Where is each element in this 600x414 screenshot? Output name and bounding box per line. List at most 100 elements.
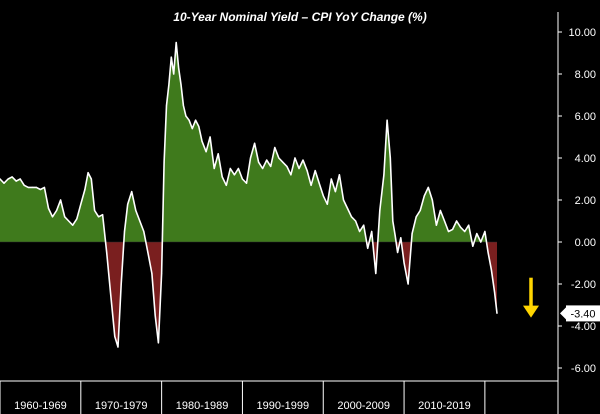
positive-area: [0, 42, 497, 242]
data-point: [439, 209, 441, 212]
y-tick-label: 0.00: [575, 237, 596, 249]
y-tick-label: 4.00: [575, 153, 596, 165]
data-point: [0, 178, 1, 180]
data-point: [114, 335, 116, 338]
data-point: [314, 170, 316, 172]
data-point: [397, 251, 399, 254]
data-point: [90, 178, 92, 180]
data-point: [496, 312, 498, 314]
data-point: [400, 237, 402, 239]
data-point: [472, 245, 474, 247]
data-point: [94, 209, 96, 212]
data-point: [456, 220, 458, 222]
data-point: [386, 119, 388, 121]
data-point: [47, 207, 50, 209]
data-point: [157, 342, 159, 344]
data-point: [151, 272, 153, 275]
data-point: [403, 262, 405, 264]
data-point: [258, 161, 260, 163]
data-point: [241, 178, 243, 180]
data-point: [431, 199, 433, 201]
data-point: [484, 230, 486, 233]
data-point: [452, 228, 454, 230]
data-point: [185, 115, 187, 117]
last-value-pointer: [560, 307, 566, 320]
data-point: [106, 251, 108, 254]
last-value-label: -3.40: [570, 308, 595, 320]
data-point: [383, 174, 385, 176]
data-point: [217, 153, 219, 155]
chart-title: 10-Year Nominal Yield – CPI YoY Change (…: [173, 10, 426, 24]
x-tick-label: 1970-1979: [95, 400, 148, 412]
data-point: [120, 283, 122, 285]
data-point: [178, 67, 180, 69]
data-point: [290, 174, 292, 176]
data-point: [175, 41, 177, 44]
x-tick-label: 1960-1969: [14, 400, 67, 412]
data-point: [127, 203, 129, 205]
data-point: [11, 176, 13, 178]
data-point: [43, 186, 46, 188]
data-point: [87, 172, 89, 174]
data-point: [298, 167, 300, 170]
data-point: [359, 230, 361, 233]
data-point: [168, 83, 170, 86]
data-point: [415, 216, 417, 218]
y-tick-label: -2.00: [571, 279, 596, 291]
last-value-badge: [566, 305, 600, 322]
data-point: [355, 220, 357, 222]
data-point: [286, 165, 288, 167]
data-point: [209, 136, 211, 138]
data-point: [249, 157, 252, 159]
data-point: [15, 180, 17, 182]
data-point: [270, 165, 272, 167]
data-point: [411, 233, 413, 235]
data-point: [72, 224, 74, 226]
data-point: [180, 83, 182, 86]
positive-area-group: [0, 42, 497, 242]
data-point: [392, 220, 394, 222]
data-point: [443, 220, 446, 222]
data-point: [56, 209, 58, 212]
data-point: [39, 188, 42, 191]
data-point: [423, 195, 425, 197]
data-point: [139, 220, 141, 222]
data-point: [201, 140, 203, 142]
data-point: [464, 230, 466, 233]
data-point: [262, 167, 264, 170]
data-point: [31, 186, 33, 188]
data-point: [60, 199, 62, 201]
y-tick-label: 6.00: [575, 111, 596, 123]
x-tick-label: 1980-1989: [176, 400, 229, 412]
data-point: [334, 191, 336, 193]
y-tick-label: 8.00: [575, 69, 596, 81]
y-tick-label: -6.00: [571, 363, 596, 375]
data-point: [419, 209, 421, 212]
y-axis: 10.00 8.00 6.00 4.00 2.00 0.00 -2.00 -4.00 -6.00: [557, 12, 596, 414]
data-point: [131, 191, 133, 193]
y-tick-label: 2.00: [575, 195, 596, 207]
data-point: [98, 216, 100, 218]
data-point: [427, 186, 429, 188]
data-point: [135, 209, 137, 212]
data-point: [221, 176, 223, 178]
x-tick-label: 2000-2009: [337, 400, 390, 412]
data-point: [110, 293, 112, 296]
data-point: [117, 346, 119, 348]
series-line-group: [0, 41, 498, 348]
data-point: [229, 167, 231, 170]
data-point: [225, 184, 227, 186]
data-point: [310, 184, 312, 186]
data-point: [23, 184, 25, 186]
data-point: [350, 216, 353, 218]
data-point: [205, 151, 207, 153]
data-point: [294, 157, 296, 159]
data-point: [326, 203, 328, 205]
data-point: [64, 216, 66, 218]
data-point: [143, 230, 145, 233]
data-point: [7, 178, 9, 180]
data-point: [165, 104, 168, 107]
data-point: [163, 161, 165, 163]
down-arrow-icon: [523, 305, 539, 318]
